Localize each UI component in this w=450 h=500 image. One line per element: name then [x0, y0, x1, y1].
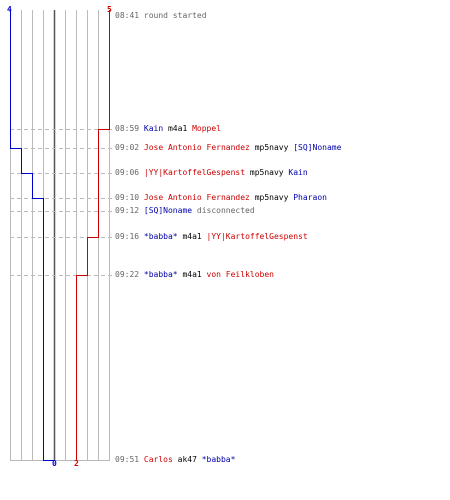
- weapon-name: ak47: [172, 455, 202, 464]
- event-time: 09:12: [115, 206, 144, 215]
- player-name-blue: Pharaon: [293, 193, 327, 202]
- event-row: 09:12 [SQ]Noname disconnected: [115, 206, 255, 216]
- blue-team-alive-line: [10, 10, 55, 461]
- event-row: 09:22 *babba* m4a1 von Feilkloben: [115, 270, 274, 280]
- event-guide-lines: [10, 129, 112, 276]
- blue-team-start-count: 4: [7, 5, 12, 14]
- event-row: 09:16 *babba* m4a1 |YY|KartoffelGespenst: [115, 232, 308, 242]
- player-name-red: |YY|KartoffelGespenst: [143, 168, 246, 177]
- red-team-alive-line: [76, 10, 110, 461]
- player-name-blue: [SQ]Noname: [143, 206, 193, 215]
- event-row: 09:51 Carlos ak47 *babba*: [115, 455, 235, 465]
- event-time: 08:41: [115, 11, 144, 20]
- event-time: 09:10: [115, 193, 144, 202]
- weapon-name: m4a1: [177, 270, 207, 279]
- player-name-red: von Feilkloben: [206, 270, 274, 279]
- player-name-blue: [SQ]Noname: [293, 143, 342, 152]
- weapon-name: m4a1: [163, 124, 193, 133]
- red-team-end-count: 2: [74, 459, 79, 468]
- event-row: 09:10 Jose Antonio Fernandez mp5navy Pha…: [115, 193, 327, 203]
- blue-team-end-count: 0: [52, 459, 57, 468]
- player-name-blue: *babba*: [201, 455, 236, 464]
- player-name-blue: Kain: [288, 168, 308, 177]
- event-time: 09:16: [115, 232, 144, 241]
- event-time: 09:06: [115, 168, 144, 177]
- event-row: 08:59 Kain m4a1 Moppel: [115, 124, 221, 134]
- player-name-blue: Kain: [143, 124, 164, 133]
- player-name-red: Jose Antonio Fernandez: [143, 143, 250, 152]
- weapon-name: mp5navy: [249, 143, 294, 152]
- event-time: 09:22: [115, 270, 144, 279]
- player-name-red: Jose Antonio Fernandez: [143, 193, 250, 202]
- event-time: 08:59: [115, 124, 144, 133]
- player-name-red: Carlos: [143, 455, 173, 464]
- red-team-start-count: 5: [107, 5, 112, 14]
- event-message: round started: [143, 11, 207, 20]
- weapon-name: m4a1: [177, 232, 207, 241]
- event-row: 08:41 round started: [115, 11, 207, 21]
- player-count-grid: [10, 10, 110, 461]
- event-time: 09:51: [115, 455, 144, 464]
- event-time: 09:02: [115, 143, 144, 152]
- event-message: disconnected: [192, 206, 255, 215]
- event-row: 09:02 Jose Antonio Fernandez mp5navy [SQ…: [115, 143, 341, 153]
- weapon-name: mp5navy: [245, 168, 289, 177]
- player-name-red: Moppel: [192, 124, 221, 133]
- player-name-blue: *babba*: [143, 232, 178, 241]
- weapon-name: mp5navy: [249, 193, 294, 202]
- player-name-red: |YY|KartoffelGespenst: [206, 232, 308, 241]
- event-row: 09:06 |YY|KartoffelGespenst mp5navy Kain: [115, 168, 308, 178]
- player-name-blue: *babba*: [143, 270, 178, 279]
